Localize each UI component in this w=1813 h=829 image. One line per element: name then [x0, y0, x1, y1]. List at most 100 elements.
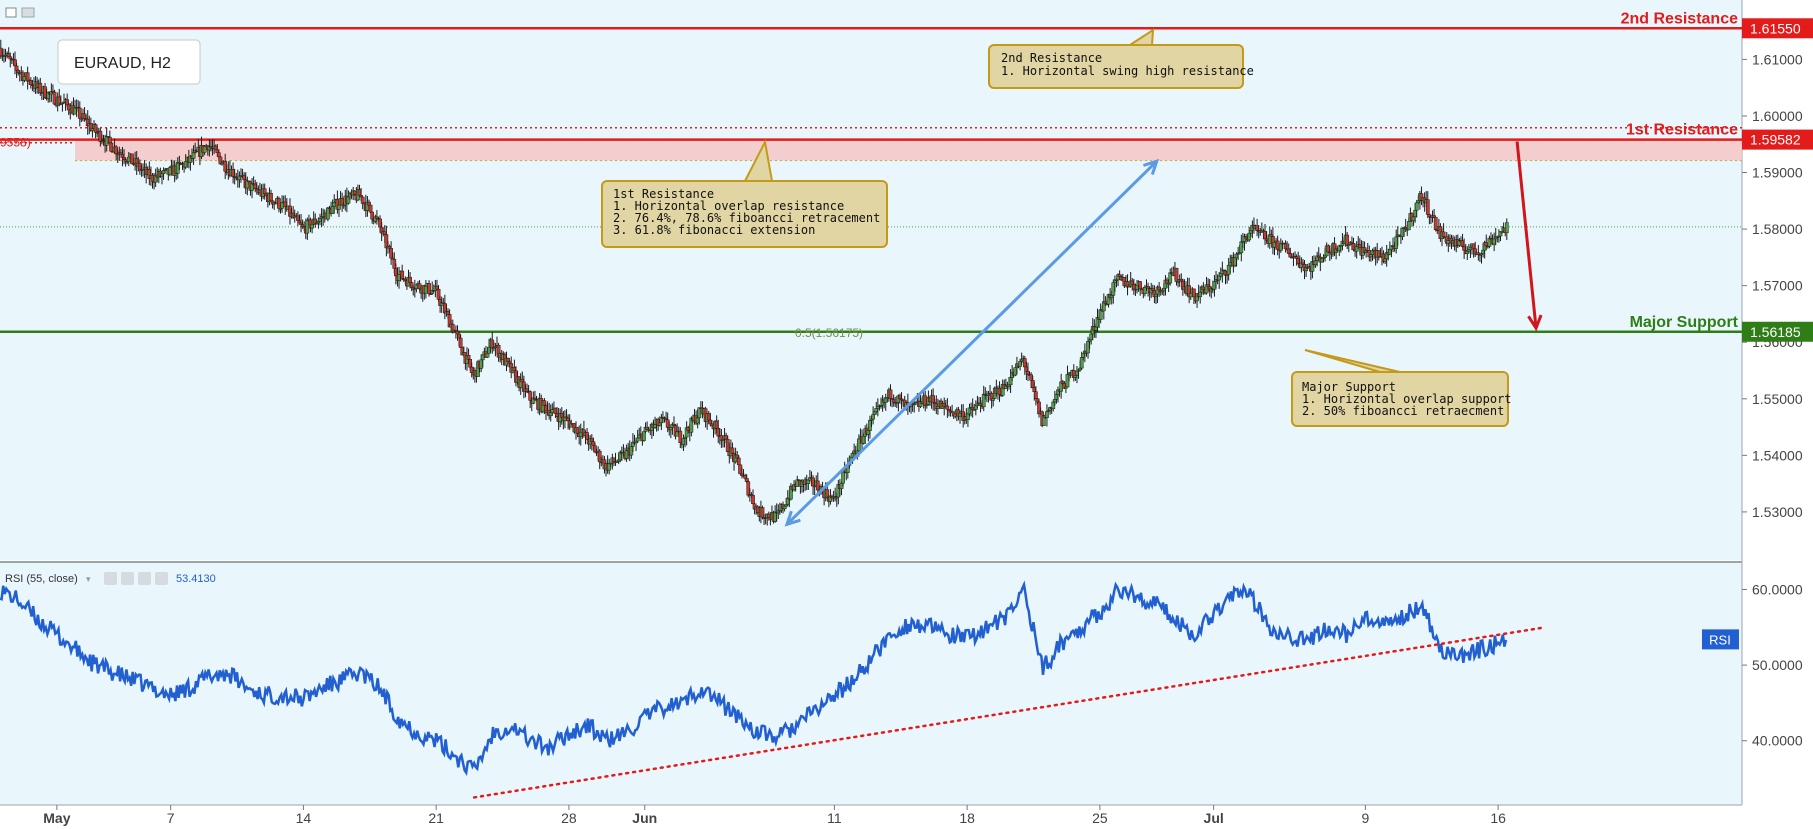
price-axis-tick-label: 1.59000: [1752, 165, 1803, 181]
time-axis-tick-label: 25: [1092, 810, 1108, 826]
price-axis-tick-label: 1.54000: [1752, 447, 1803, 463]
annotation-line: 1. Horizontal overlap resistance: [613, 199, 844, 213]
level-price-tag: [1742, 129, 1813, 150]
candle-body: [991, 398, 996, 401]
annotation-box: [988, 44, 1244, 89]
candle-body: [1504, 222, 1509, 234]
candle-body: [202, 146, 207, 153]
candle-body: [751, 495, 755, 505]
rsi-trendline[interactable]: [472, 626, 1547, 799]
level-price-tag-label: 1.59582: [1750, 132, 1801, 148]
candle-body: [945, 405, 950, 410]
level-price-tag-label: 1.61550: [1750, 20, 1801, 36]
rsi-value: 53.4130: [176, 573, 216, 585]
annotation-title: Major Support: [1302, 380, 1396, 394]
annotation-title: 1st Resistance: [613, 187, 714, 201]
rsi-label: RSI (55, close): [5, 573, 78, 585]
candle-body: [1406, 221, 1411, 231]
time-axis-tick-label: 16: [1490, 810, 1506, 826]
candle-body: [736, 457, 741, 466]
candle-body: [550, 409, 555, 413]
candle-body: [1034, 391, 1038, 399]
candle-body: [485, 353, 490, 358]
annotation-line: 2. 50% fiboancci retraecment: [1302, 404, 1504, 418]
resistance-zone-label: 9558): [0, 136, 31, 150]
rsi-badge: [1702, 629, 1739, 650]
annotation-major-support[interactable]: Major Support 1. Horizontal overlap supp…: [1291, 349, 1512, 427]
time-axis-tick-label: Jul: [1204, 810, 1224, 826]
annotation-1st-resistance[interactable]: 1st Resistance 1. Horizontal overlap res…: [601, 138, 888, 248]
level-price-tag-label: 1.56185: [1750, 324, 1801, 340]
time-axis-tick-label: May: [43, 810, 70, 826]
pane-toggle-icon[interactable]: [5, 7, 17, 18]
symbol-label[interactable]: EURAUD, H2: [57, 39, 201, 85]
candle-body: [1425, 199, 1430, 215]
level-label: 1st Resistance: [1626, 122, 1738, 139]
projection-arrow-line[interactable]: [1515, 141, 1538, 329]
rsi-settings-icon[interactable]: [121, 572, 134, 585]
price-axis-tick-label: 1.57000: [1752, 278, 1803, 294]
rsi-close-icon[interactable]: [155, 572, 168, 585]
symbol-label-text: EURAUD, H2: [74, 55, 171, 72]
time-axis-tick-label: 7: [167, 810, 175, 826]
rsi-axis-tick-label: 60.0000: [1752, 581, 1803, 597]
time-axis-tick-label: 9: [1361, 810, 1369, 826]
projection-arrowhead: [1527, 314, 1543, 332]
level-label: Major Support: [1630, 314, 1739, 331]
candle-body: [130, 153, 134, 164]
rsi-axis-tick-label: 50.0000: [1752, 657, 1803, 673]
time-axis-tick-label: 14: [296, 810, 312, 826]
candle-body: [675, 431, 680, 437]
candle-body: [1345, 234, 1350, 246]
rsi-dropdown-icon[interactable]: ▾: [86, 574, 91, 584]
annotation-line: 3. 61.8% fibonacci extension: [613, 223, 815, 237]
price-axis-tick-label: 1.58000: [1752, 221, 1803, 237]
fib-level-label: 0.5(1.56175): [795, 326, 863, 340]
rsi-badge-label: RSI: [1709, 632, 1731, 647]
pane-maximize-icon[interactable]: [21, 7, 35, 18]
rsi-legend[interactable]: RSI (55, close) ▾ 53.4130: [5, 572, 216, 585]
price-pane[interactable]: [0, 0, 1742, 560]
candle-body: [427, 283, 431, 294]
candle-body: [1138, 281, 1143, 290]
annotation-2nd-resistance[interactable]: 2nd Resistance 1. Horizontal swing high …: [988, 28, 1254, 89]
candle-body: [1414, 202, 1419, 211]
rsi-add-icon[interactable]: [138, 572, 151, 585]
annotation-box: [1291, 371, 1509, 427]
candle-body: [697, 407, 702, 419]
candle-body: [217, 152, 221, 158]
candle-body: [367, 201, 371, 206]
annotation-line: 1. Horizontal swing high resistance: [1001, 64, 1254, 78]
rsi-line[interactable]: [0, 580, 1508, 776]
level-price-tag: [1742, 18, 1813, 39]
candle-body: [1433, 216, 1438, 230]
uptrend-line[interactable]: [785, 160, 1158, 526]
time-axis-tick-label: 28: [561, 810, 577, 826]
candle-body: [109, 142, 114, 152]
candle-body: [1045, 411, 1049, 418]
price-axis-tick-label: 1.61000: [1752, 51, 1803, 67]
price-axis-tick-label: 1.60000: [1752, 108, 1803, 124]
candle-body: [1441, 231, 1446, 237]
level-price-tag: [1742, 321, 1813, 342]
candle-body: [888, 389, 893, 399]
rsi-axis-tick-label: 40.0000: [1752, 733, 1803, 749]
annotation-line: 2. 76.4%, 78.6% fiboancci retracement: [613, 211, 880, 225]
level-label: 2nd Resistance: [1621, 10, 1738, 27]
uptrend-arrowhead-start: [784, 510, 801, 527]
candle-body: [458, 337, 463, 348]
candle-body: [337, 204, 341, 210]
candle-body: [841, 471, 845, 484]
rsi-visibility-icon[interactable]: [104, 572, 117, 585]
annotation-line: 1. Horizontal overlap support: [1302, 392, 1512, 406]
time-axis-tick-label: 11: [827, 810, 842, 826]
candle-body: [368, 204, 373, 213]
symbol-label-box: [57, 39, 201, 85]
candle-body: [269, 193, 273, 202]
time-axis-tick-label: 21: [428, 810, 444, 826]
time-axis-tick-label: 18: [959, 810, 975, 826]
rsi-pane[interactable]: [0, 563, 1742, 805]
annotation-box: [601, 180, 888, 248]
candle-body: [400, 270, 405, 280]
